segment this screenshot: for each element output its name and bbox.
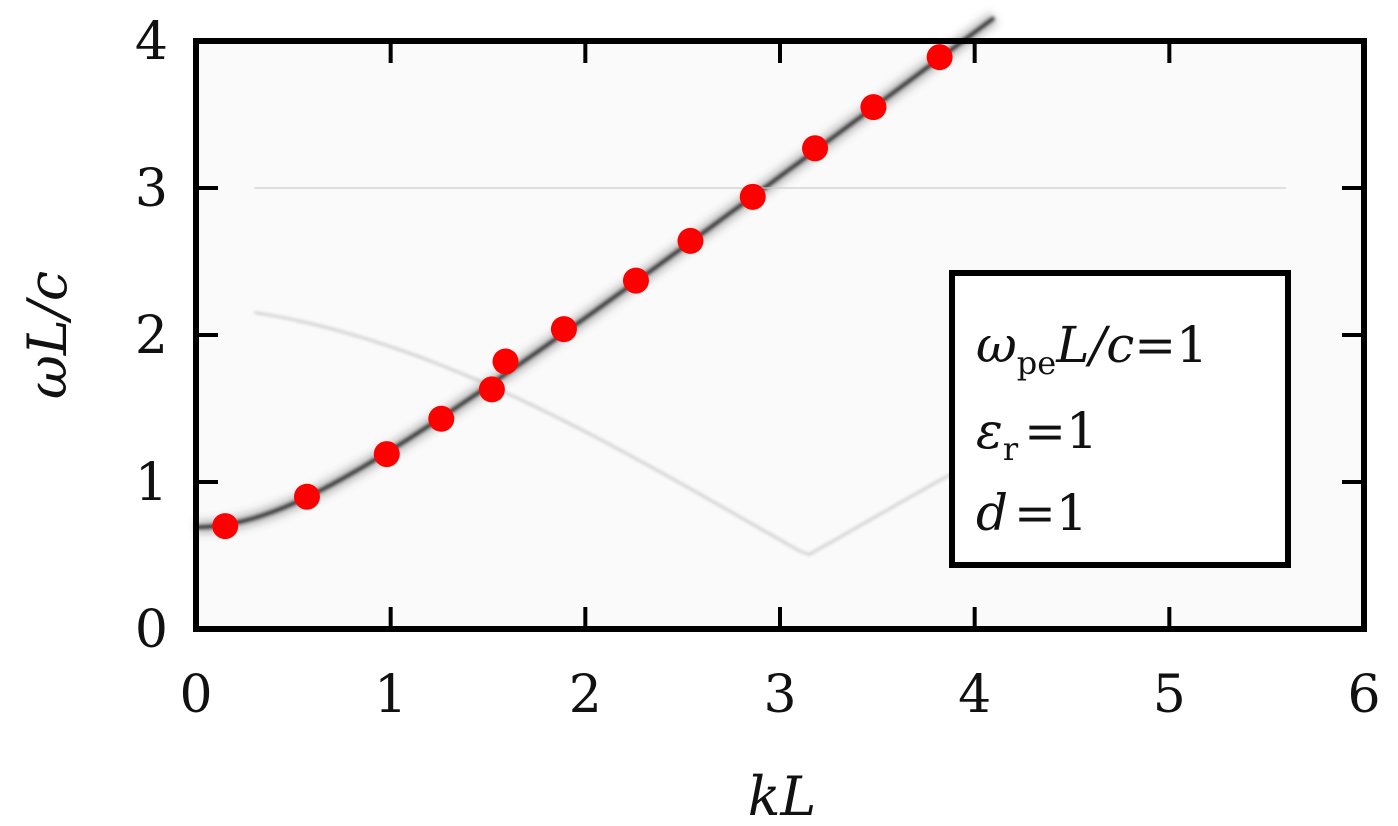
legend-line-1-op: = — [1134, 316, 1176, 374]
plot-frame — [193, 38, 1367, 632]
x-tick-label: 6 — [1347, 665, 1380, 725]
legend-box — [949, 270, 1291, 568]
band-lower — [254, 311, 966, 556]
x-tick-label: 2 — [569, 665, 602, 725]
band-upper-core — [195, 16, 996, 530]
x-tick-label: 0 — [179, 665, 212, 725]
legend: ωpeL/c=1 εr =1 d =1 — [949, 270, 1291, 568]
y-tick-label: 3 — [135, 159, 168, 219]
x-tick-label: 1 — [374, 665, 407, 725]
data-point — [293, 483, 320, 510]
data-point — [739, 183, 766, 210]
y-tick-labels: 0 1 2 3 4 — [135, 12, 168, 660]
x-tick-labels: 0 1 2 3 4 5 6 — [179, 665, 1380, 725]
legend-line-2-value: 1 — [1066, 402, 1098, 460]
legend-line-3-op: = — [1014, 484, 1056, 542]
y-tick-label: 1 — [135, 453, 168, 513]
data-point — [677, 227, 704, 254]
legend-line-3-main: d — [976, 484, 1008, 542]
legend-line-2-op: = — [1024, 402, 1066, 460]
legend-line-3: d =1 — [976, 484, 1088, 542]
y-tick-label: 4 — [135, 12, 168, 72]
y-axis-label: ωL/c — [16, 271, 79, 399]
data-point — [860, 94, 887, 121]
data-point — [802, 135, 829, 162]
legend-line-1-value: 1 — [1176, 316, 1208, 374]
data-point — [212, 513, 239, 540]
legend-line-2-sub: r — [1003, 430, 1019, 468]
legend-line-3-value: 1 — [1056, 484, 1088, 542]
data-point — [478, 376, 505, 403]
intensity-map — [195, 12, 1287, 556]
x-axis-label: kL — [748, 765, 817, 826]
x-tick-label: 3 — [763, 665, 796, 725]
data-points — [212, 44, 953, 540]
x-tick-label: 5 — [1153, 665, 1186, 725]
y-tick-label: 0 — [135, 600, 168, 660]
legend-line-1: ωpeL/c=1 — [976, 316, 1208, 382]
y-tick-label: 2 — [135, 306, 168, 366]
x-tick-label: 4 — [958, 665, 991, 725]
data-point — [373, 441, 400, 468]
legend-line-2-main: ε — [976, 402, 1003, 460]
legend-line-2: εr =1 — [976, 402, 1098, 468]
legend-line-1-rest: L/c — [1055, 316, 1134, 374]
legend-line-1-sub: pe — [1017, 344, 1056, 382]
data-point — [428, 405, 455, 432]
data-point — [622, 267, 649, 294]
data-point — [492, 348, 519, 375]
data-point — [926, 44, 953, 71]
legend-line-1-main: ω — [976, 316, 1017, 374]
data-point — [550, 316, 577, 343]
